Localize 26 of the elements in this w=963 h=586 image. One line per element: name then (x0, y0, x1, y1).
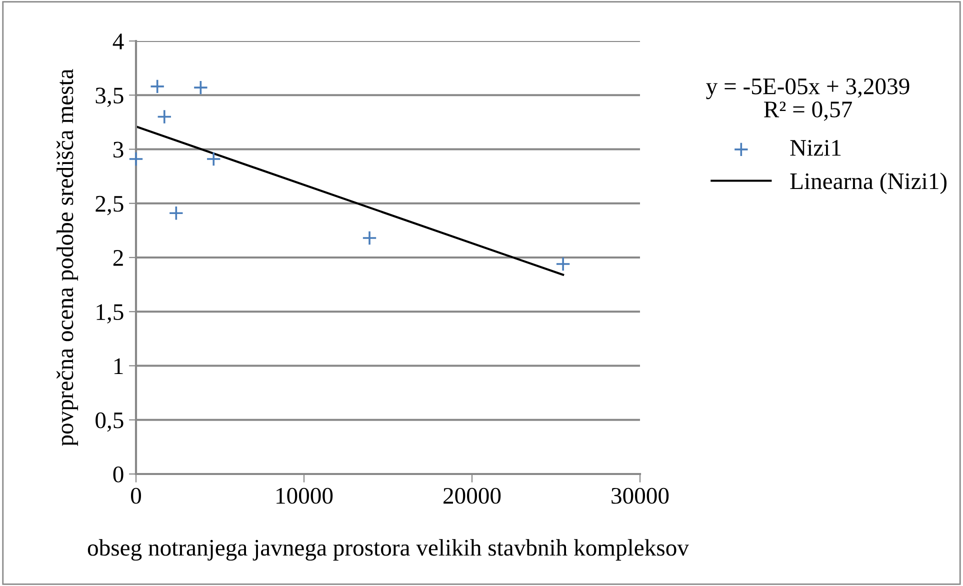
y-tick-label: 3 (114, 142, 124, 158)
point (362, 230, 378, 246)
x-tick-label: 10000 (276, 488, 333, 504)
x-axis-title: obseg notranjega javnega prostora velikih stavbnih kompleksov (88, 539, 689, 561)
point (556, 256, 571, 272)
y-tick-label: 3,5 (96, 88, 124, 107)
y-tick-label: 2 (113, 250, 123, 266)
legend-label: Nizi1 (790, 140, 841, 156)
point (150, 78, 165, 94)
point (168, 206, 184, 221)
point (156, 109, 172, 124)
y-tick-label: 4 (112, 34, 124, 50)
y-tick-label: 0,5 (96, 412, 124, 432)
point (206, 152, 222, 166)
x-tick-label: 0 (130, 488, 142, 504)
y-tick-label: 1,5 (96, 304, 124, 324)
text: y = -5E-05x + 3,2039 R² = 0,57 (706, 78, 910, 121)
x-tick-label: 30000 (612, 488, 669, 504)
y-axis-title: povprečna ocena podobe središča mesta (56, 69, 78, 446)
y-tick-label: 2,5 (96, 196, 124, 216)
y-tick-label: 0 (113, 466, 124, 482)
point (193, 80, 208, 96)
point (128, 152, 144, 166)
x-tick-label: 20000 (444, 488, 501, 504)
y-tick-label: 1 (114, 358, 123, 374)
legend-label: Linearna (Nizi1) (790, 172, 947, 194)
